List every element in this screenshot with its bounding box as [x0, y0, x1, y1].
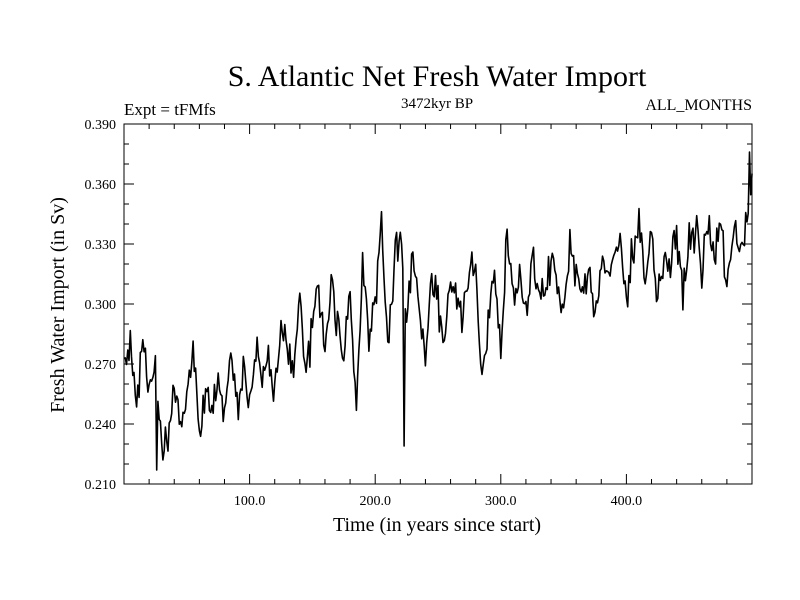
- y-tick-label: 0.210: [85, 478, 117, 493]
- series-line: [123, 151, 753, 471]
- y-tick-label: 0.270: [85, 358, 117, 373]
- subtitle: 3472kyr BP: [401, 96, 473, 112]
- expt-label: Expt = tFMfs: [124, 100, 216, 119]
- y-axis-label: Fresh Water Import (in Sv): [47, 197, 69, 413]
- months-label: ALL_MONTHS: [645, 97, 752, 114]
- x-tick-label: 400.0: [611, 494, 643, 509]
- x-axis-label: Time (in years since start): [333, 514, 541, 536]
- x-tick-label: 300.0: [485, 494, 517, 509]
- y-tick-label: 0.330: [85, 238, 117, 253]
- plot-area: 100.0 200.0 300.0 400.0 0.210 0.240 0.270 0.300…: [85, 118, 753, 509]
- y-tick-label: 0.390: [85, 118, 117, 133]
- chart-title: S. Atlantic Net Fresh Water Import: [228, 60, 647, 93]
- x-tick-label: 100.0: [234, 494, 266, 509]
- x-tick-label: 200.0: [359, 494, 391, 509]
- y-tick-label: 0.300: [85, 298, 117, 313]
- y-tick-label: 0.360: [85, 178, 117, 193]
- y-tick-label: 0.240: [85, 418, 117, 433]
